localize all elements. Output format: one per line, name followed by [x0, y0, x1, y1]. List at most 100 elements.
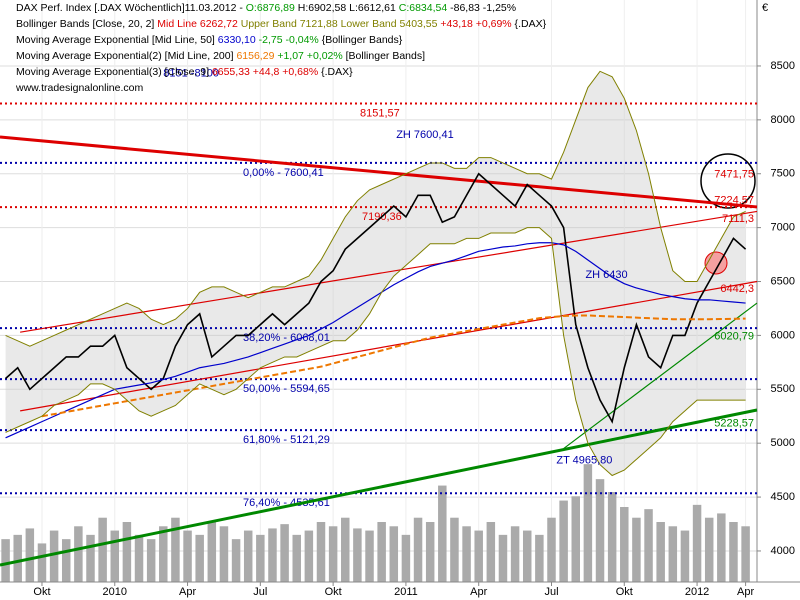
- currency: €: [762, 2, 768, 14]
- volume-bar: [61, 539, 71, 582]
- price-label: 7471,75: [714, 169, 754, 181]
- volume-bar: [595, 479, 605, 582]
- volume-bar: [134, 534, 144, 582]
- y-tick-label: 7500: [771, 168, 795, 180]
- y-tick-label: 6000: [771, 329, 795, 341]
- volume-bar: [741, 526, 750, 582]
- level-label: 61,80% - 5121,29: [243, 434, 330, 446]
- annotation: ZH 6430: [585, 269, 627, 281]
- volume-bar: [413, 517, 423, 582]
- volume-bar: [171, 517, 180, 582]
- source: www.tradesignalonline.com: [15, 82, 143, 94]
- volume-bar: [377, 522, 386, 582]
- legend-text: Mid Line 6262,72: [154, 18, 238, 30]
- volume-bar: [498, 534, 508, 582]
- x-tick-label: Jul: [253, 586, 267, 598]
- x-tick-label: Okt: [325, 586, 342, 598]
- volume-bar: [522, 530, 532, 582]
- volume-bar: [547, 517, 556, 582]
- price-label: 6442,3: [720, 283, 754, 295]
- volume-bar: [268, 528, 277, 582]
- price-label: 7111,3: [722, 213, 754, 225]
- x-tick-label: Apr: [470, 586, 487, 598]
- x-tick-label: Okt: [33, 586, 50, 598]
- volume-bar: [401, 534, 411, 582]
- volume-bar: [183, 530, 192, 582]
- legend-text: 6655,33 +44,8 +0,68%: [209, 66, 318, 78]
- highlight-circle: [700, 153, 756, 209]
- legend-text: Moving Average Exponential(3) [Close, 9]: [16, 66, 209, 78]
- legend-text: O:6876,89: [246, 2, 295, 14]
- volume-bar: [25, 528, 35, 582]
- legend-text: 6156,29: [234, 50, 275, 62]
- trend-line: [563, 302, 758, 450]
- trend-line: [0, 408, 758, 567]
- volume-bar: [98, 517, 107, 582]
- legend-row: Moving Average Exponential(3) [Close, 9]…: [16, 66, 353, 78]
- annotation: ZT 4965,80: [556, 454, 612, 466]
- volume-bar: [535, 534, 544, 582]
- x-tick-label: 2010: [103, 586, 127, 598]
- volume-bar: [207, 522, 217, 582]
- legend-text: {.DAX}: [318, 66, 353, 78]
- volume-bar: [474, 530, 483, 582]
- volume-bar: [122, 522, 132, 582]
- trend-line: [0, 135, 758, 209]
- level-label: 50,00% - 5594,65: [243, 383, 330, 395]
- x-tick-label: Jul: [544, 586, 558, 598]
- volume-bar: [438, 485, 447, 582]
- legend-row: Bollinger Bands [Close, 20, 2] Mid Line …: [16, 18, 547, 30]
- volume-bar: [559, 500, 568, 582]
- volume-bar: [341, 517, 350, 582]
- volume-bar: [195, 534, 204, 582]
- volume-bar: [219, 526, 229, 582]
- legend-text: {.DAX}: [512, 18, 547, 30]
- volume-bar: [668, 526, 678, 582]
- volume-bar: [328, 526, 338, 582]
- legend-text: {Bollinger Bands}: [319, 34, 403, 46]
- volume-bar: [607, 492, 617, 582]
- volume-bar: [231, 539, 241, 582]
- price-label: 6020,79: [714, 330, 754, 342]
- legend-text: +43,18 +0,69%: [437, 18, 511, 30]
- volume-bar: [292, 534, 301, 582]
- y-tick-label: 8500: [771, 60, 795, 72]
- volume-bar: [256, 534, 265, 582]
- x-tick-label: 2011: [394, 586, 418, 598]
- volume-bar: [37, 543, 47, 582]
- volume-bar: [280, 524, 289, 582]
- volume-bar: [620, 507, 629, 582]
- volume-bar: [13, 534, 22, 582]
- volume-bar: [450, 517, 459, 582]
- y-tick-label: 7000: [771, 222, 795, 234]
- legend-text: 11.03.2012 -: [185, 2, 246, 14]
- volume-bar: [49, 530, 59, 582]
- annotation: ZH 7600,41: [396, 129, 453, 141]
- volume-bar: [146, 539, 156, 582]
- legend-text: Moving Average Exponential(2) [Mid Line,…: [16, 50, 234, 62]
- volume-bar: [632, 517, 641, 582]
- level-label: 38,20% - 6068,01: [243, 332, 330, 344]
- price-label: 7224,57: [714, 195, 754, 207]
- volume-bar: [583, 464, 593, 582]
- legend-text: Lower Band 5403,55: [338, 18, 438, 30]
- volume-bar: [425, 522, 435, 582]
- legend-text: H:6902,58 L:6612,61: [295, 2, 399, 14]
- legend-text: DAX Perf. Index [.DAX Wöchentlich]: [16, 2, 185, 14]
- level-label: 0,00% - 7600,41: [243, 167, 324, 179]
- series-line: [5, 242, 746, 439]
- legend-text: 6330,10: [215, 34, 256, 46]
- volume-bar: [365, 530, 374, 582]
- price-label: 5228,57: [714, 418, 754, 430]
- series-line: [5, 70, 746, 347]
- x-tick-label: Apr: [737, 586, 754, 598]
- series-line: [5, 227, 746, 477]
- legend-text: +1,07 +0,02%: [274, 50, 342, 62]
- volume-bar: [86, 534, 95, 582]
- volume-bar: [729, 522, 738, 582]
- y-tick-label: 4500: [771, 491, 795, 503]
- volume-bar: [510, 526, 520, 582]
- volume-bar: [692, 504, 702, 582]
- legend-text: Upper Band 7121,88: [238, 18, 338, 30]
